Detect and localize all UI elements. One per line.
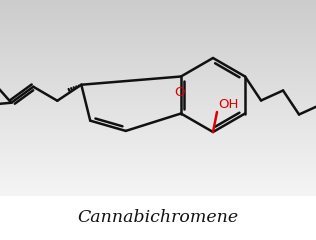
Text: OH: OH bbox=[218, 98, 238, 111]
Text: Cannabichromene: Cannabichromene bbox=[77, 210, 239, 227]
Text: O: O bbox=[175, 85, 185, 98]
